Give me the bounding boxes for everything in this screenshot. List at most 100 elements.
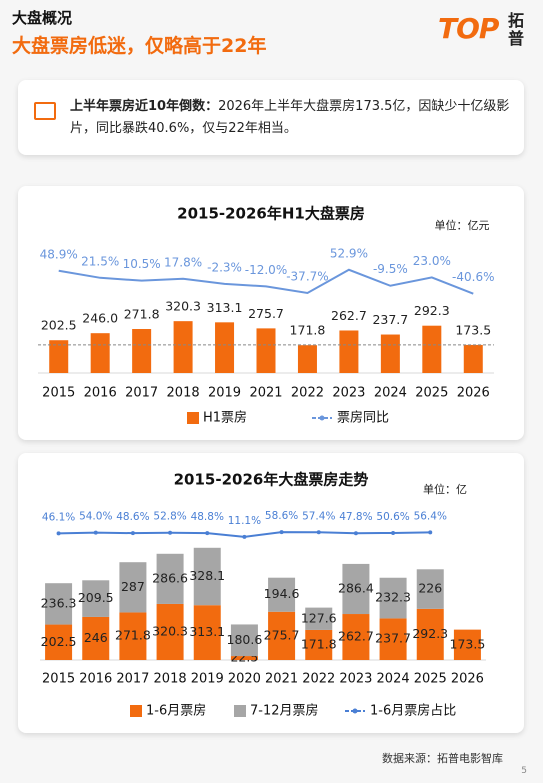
x-tick-label: 2019 [208, 386, 241, 401]
legend-swatch [187, 412, 199, 424]
x-tick-label: 2018 [167, 386, 200, 401]
line-point [56, 531, 61, 536]
data-label: 262.7 [338, 629, 374, 644]
data-label: 46.1% [42, 511, 75, 523]
x-tick-label: 2021 [249, 386, 282, 401]
x-tick-label: 2024 [377, 672, 410, 687]
data-label: 21.5% [81, 254, 119, 268]
bar [416, 608, 444, 660]
bar [90, 333, 110, 373]
data-label: 287 [121, 579, 145, 594]
x-tick-label: 2016 [84, 386, 117, 401]
legend-label: 7-12月票房 [250, 703, 319, 719]
data-label: -9.5% [373, 262, 408, 276]
bar [416, 569, 444, 609]
bar [342, 563, 370, 615]
data-label: 246 [84, 630, 108, 645]
data-label: 275.7 [264, 627, 300, 642]
data-label: 23.0% [413, 254, 451, 268]
bar [119, 612, 147, 660]
x-tick-label: 2022 [302, 672, 335, 687]
line-point [279, 530, 284, 535]
icon [34, 102, 56, 120]
unit-label: 单位：亿 [423, 482, 467, 496]
data-label: 271.8 [124, 307, 160, 322]
data-label: 52.8% [153, 511, 186, 523]
x-tick-label: 2017 [116, 672, 149, 687]
data-label: 50.6% [376, 511, 409, 523]
data-label: 286.4 [338, 580, 374, 595]
bar [230, 656, 258, 660]
page-number: 5 [521, 766, 527, 776]
data-label: 237.7 [372, 312, 408, 327]
data-label: 320.3 [165, 299, 201, 314]
data-label: 47.8% [339, 511, 372, 523]
bar [453, 629, 481, 660]
logo-mark: TOP [438, 12, 499, 45]
callout-text: 上半年票房近10年倒数：2026年上半年大盘票房173.5亿，因缺少十亿级影片，… [70, 96, 510, 140]
data-label: -12.0% [245, 263, 287, 277]
bar [339, 330, 359, 373]
bar [119, 562, 147, 613]
bar [49, 340, 69, 373]
bar [463, 344, 483, 373]
x-tick-label: 2017 [125, 386, 158, 401]
bar [193, 547, 221, 606]
logo-name: 拓普 [508, 11, 525, 48]
legend-swatch [352, 708, 358, 714]
page-title: 大盘票房低迷，仅略高于22年 [12, 35, 267, 57]
callout-card: 上半年票房近10年倒数：2026年上半年大盘票房173.5亿，因缺少十亿级影片，… [18, 80, 524, 155]
data-label: 313.1 [189, 624, 225, 639]
data-label: 328.1 [189, 568, 225, 583]
data-label: 292.3 [412, 626, 448, 641]
unit-label: 单位：亿元 [435, 218, 490, 232]
data-label: 209.5 [78, 590, 114, 605]
chart-title: 2015-2026年H1大盘票房 [177, 205, 365, 223]
bar [45, 624, 73, 660]
data-label: 52.9% [330, 246, 368, 260]
data-label: 237.7 [375, 631, 411, 646]
data-label: 10.5% [123, 257, 161, 271]
data-label: 226 [418, 581, 442, 596]
data-label: 271.8 [115, 628, 151, 643]
section-label: 大盘概况 [12, 9, 73, 27]
bar [379, 618, 407, 660]
data-label: 313.1 [207, 300, 243, 315]
bar [156, 553, 184, 604]
x-tick-label: 2021 [265, 672, 298, 687]
data-label: 58.6% [265, 510, 298, 522]
x-tick-label: 2025 [415, 386, 448, 401]
bar [173, 321, 193, 373]
line-point [391, 530, 396, 535]
bar [193, 605, 221, 660]
data-label: -40.6% [452, 270, 494, 284]
x-tick-label: 2018 [154, 672, 187, 687]
x-tick-label: 2015 [42, 386, 75, 401]
data-label: 54.0% [79, 511, 112, 523]
data-label: 57.4% [302, 510, 335, 522]
line [58, 268, 474, 295]
bar [422, 325, 442, 373]
data-label: 171.8 [301, 636, 337, 651]
legend-label: H1票房 [203, 410, 247, 426]
line-point [130, 531, 135, 536]
x-tick-label: 2023 [332, 386, 365, 401]
line-point [353, 531, 358, 536]
callout-body: 2026年上半年大盘票房173.5亿，因缺少十亿级影片，同比暴跌40.6%，仅与… [70, 99, 510, 136]
line-point [93, 530, 98, 535]
bar [379, 577, 407, 619]
bar [215, 322, 235, 373]
data-label: 286.6 [152, 570, 188, 585]
bar [156, 603, 184, 660]
data-label: 48.8% [191, 511, 224, 523]
data-label: 171.8 [290, 323, 326, 338]
data-label: 173.5 [455, 322, 491, 337]
data-label: 262.7 [331, 308, 367, 323]
data-label: -2.3% [207, 260, 242, 274]
callout-bold: 上半年票房近10年倒数： [70, 99, 219, 114]
bar [342, 614, 370, 660]
x-tick-label: 2023 [339, 672, 372, 687]
line-point [168, 530, 173, 535]
